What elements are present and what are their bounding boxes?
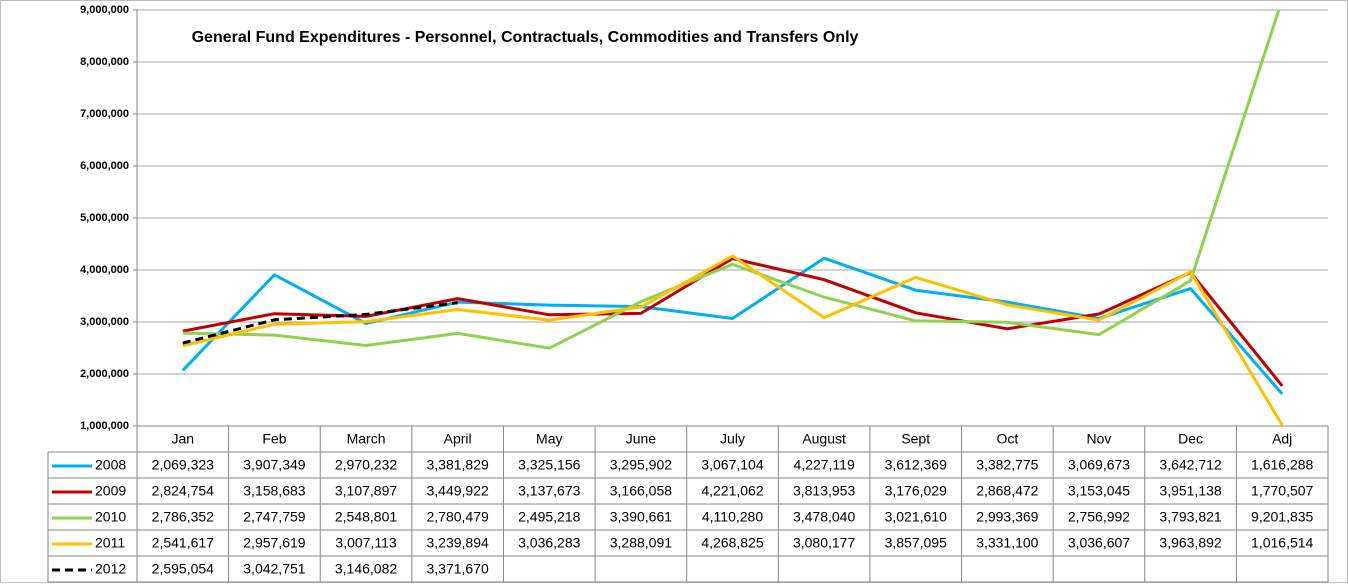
legend-label: 2008 (95, 457, 126, 473)
table-cell: 3,331,100 (976, 535, 1038, 551)
table-cell: 4,268,825 (701, 535, 763, 551)
data-table: Jan Feb March April May June July August Sept Oct… (47, 425, 1329, 583)
legend-label: 2009 (95, 483, 126, 499)
table-header: Feb (262, 431, 286, 447)
table-header: Oct (996, 431, 1018, 447)
series-line (182, 254, 1284, 426)
table-cell: 3,176,029 (885, 483, 947, 499)
table-cell: 3,007,113 (335, 535, 396, 551)
table-cell: 4,227,119 (793, 457, 854, 473)
y-tick-label: 5,000,000 (80, 212, 129, 224)
table-cell: 3,325,156 (518, 457, 580, 473)
table-cell: 2,957,619 (243, 535, 305, 551)
table-cell: 3,146,082 (335, 561, 397, 577)
table-cell: 1,016,514 (1251, 535, 1313, 551)
table-header: June (626, 431, 657, 447)
table-header: July (720, 431, 745, 447)
table-cell: 2,548,801 (335, 509, 397, 525)
table-header: May (536, 431, 562, 447)
table-header: Adj (1272, 431, 1292, 447)
table-header: April (444, 431, 472, 447)
legend-label: 2011 (95, 535, 125, 551)
y-tick-label: 6,000,000 (80, 160, 129, 172)
table-cell: 3,642,712 (1159, 457, 1221, 473)
table-cell: 3,793,821 (1159, 509, 1221, 525)
y-tick-label: 2,000,000 (80, 368, 129, 380)
series-line (182, 10, 1281, 350)
table-cell: 2,824,754 (152, 483, 214, 499)
table-cell: 1,770,507 (1251, 483, 1313, 499)
table-cell: 3,951,138 (1159, 483, 1221, 499)
table-cell: 3,382,775 (976, 457, 1038, 473)
legend-label: 2010 (95, 509, 126, 525)
table-cell: 3,857,095 (885, 535, 947, 551)
table-header: Nov (1087, 431, 1112, 447)
plot-lines (181, 10, 1284, 426)
table-cell: 3,239,894 (427, 535, 489, 551)
table-cell: 3,036,607 (1068, 535, 1130, 551)
table-cell: 3,371,670 (427, 561, 489, 577)
table-cell: 9,201,835 (1251, 509, 1313, 525)
y-tick-label: 8,000,000 (80, 56, 129, 68)
table-header: Sept (901, 431, 930, 447)
table-cell: 2,747,759 (243, 509, 305, 525)
table-cell: 3,907,349 (243, 457, 305, 473)
table-cell: 3,067,104 (701, 457, 763, 473)
y-tick-label: 3,000,000 (80, 316, 129, 328)
table-cell: 3,158,683 (243, 483, 305, 499)
table-cell: 3,036,283 (518, 535, 580, 551)
table-cell: 3,288,091 (610, 535, 672, 551)
table-cell: 2,786,352 (152, 509, 214, 525)
table-cell: 2,541,617 (152, 535, 214, 551)
table-cell: 3,080,177 (793, 535, 855, 551)
table-header: Dec (1178, 431, 1203, 447)
series-line (181, 256, 1284, 395)
table-cell: 3,107,897 (335, 483, 397, 499)
table-cell: 1,616,288 (1251, 457, 1313, 473)
table-header: Jan (172, 431, 195, 447)
table-cell: 3,137,673 (518, 483, 580, 499)
table-cell: 3,021,610 (885, 509, 947, 525)
table-cell: 2,970,232 (335, 457, 397, 473)
table-cell: 3,069,673 (1068, 457, 1130, 473)
table-cell: 2,595,054 (152, 561, 214, 577)
table-cell: 3,449,922 (427, 483, 489, 499)
table-cell: 3,390,661 (610, 509, 672, 525)
y-tick-label: 4,000,000 (80, 264, 129, 276)
table-header: March (347, 431, 386, 447)
series-line (182, 257, 1284, 387)
table-cell: 2,868,472 (976, 483, 1038, 499)
chart-title: General Fund Expenditures - Personnel, C… (192, 29, 859, 46)
table-cell: 2,069,323 (152, 457, 214, 473)
y-tick-label: 1,000,000 (80, 420, 129, 432)
y-tick-label: 9,000,000 (80, 4, 129, 16)
table-cell: 3,295,902 (610, 457, 672, 473)
table-cell: 4,221,062 (701, 483, 763, 499)
table-cell: 3,813,953 (793, 483, 855, 499)
legend-label: 2012 (95, 561, 126, 577)
table-cell: 2,780,479 (427, 509, 489, 525)
table-cell: 3,478,040 (793, 509, 855, 525)
table-cell: 3,166,058 (610, 483, 672, 499)
table-cell: 3,963,892 (1159, 535, 1221, 551)
table-cell: 3,042,751 (243, 561, 305, 577)
table-cell: 3,612,369 (885, 457, 947, 473)
y-tick-label: 7,000,000 (80, 108, 129, 120)
table-cell: 2,993,369 (976, 509, 1038, 525)
table-header: August (802, 431, 846, 447)
table-cell: 2,756,992 (1068, 509, 1130, 525)
table-cell: 4,110,280 (702, 509, 763, 525)
table-cell: 2,495,218 (518, 509, 580, 525)
table-cell: 3,381,829 (427, 457, 489, 473)
table-cell: 3,153,045 (1068, 483, 1130, 499)
